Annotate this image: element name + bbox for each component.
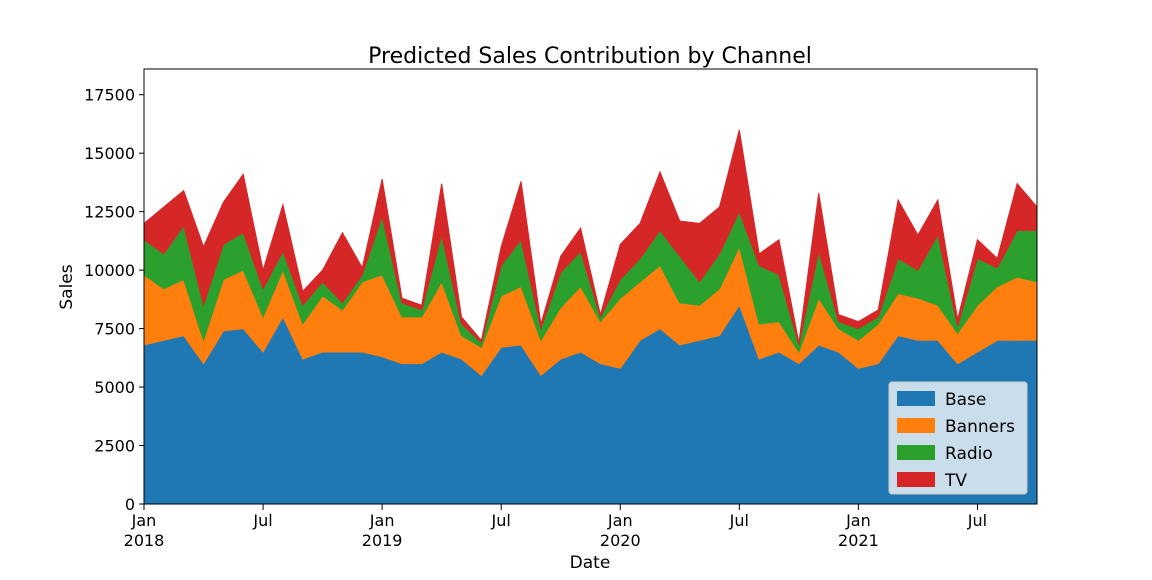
- x-tick-label: Jan: [607, 511, 633, 530]
- y-tick-label: 5000: [94, 378, 135, 397]
- x-tick-label: Jan: [845, 511, 871, 530]
- y-tick-label: 17500: [84, 86, 135, 105]
- plot-frame: [143, 68, 1038, 505]
- x-tick-label: Jan: [369, 511, 395, 530]
- x-tick-label: Jul: [252, 511, 272, 530]
- x-tick-year: 2020: [600, 531, 641, 550]
- x-tick-label: Jul: [967, 511, 987, 530]
- legend-box: [888, 381, 1028, 495]
- x-tick-label: Jul: [729, 511, 749, 530]
- x-tick-year: 2021: [838, 531, 879, 550]
- y-tick-label: 15000: [84, 144, 135, 163]
- y-tick-label: 7500: [94, 320, 135, 339]
- x-axis-label: Date: [570, 553, 611, 573]
- y-tick-label: 0: [125, 495, 135, 514]
- y-tick-label: 10000: [84, 261, 135, 280]
- legend-label: Base: [945, 390, 986, 410]
- y-tick-label: 12500: [84, 203, 135, 222]
- x-tick-year: 2018: [124, 531, 165, 550]
- y-tick-label: 2500: [94, 437, 135, 456]
- legend-swatch: [897, 391, 935, 406]
- legend-label: TV: [944, 471, 967, 491]
- x-tick-label: Jan: [131, 511, 157, 530]
- legend-swatch: [897, 472, 935, 487]
- x-tick-label: Jul: [491, 511, 511, 530]
- y-axis-label: Sales: [57, 264, 77, 309]
- legend-swatch: [897, 445, 935, 460]
- legend-label: Radio: [945, 444, 993, 464]
- legend-swatch: [897, 418, 935, 433]
- chart-title: Predicted Sales Contribution by Channel: [368, 44, 812, 69]
- legend-label: Banners: [945, 417, 1015, 437]
- x-tick-year: 2019: [362, 531, 403, 550]
